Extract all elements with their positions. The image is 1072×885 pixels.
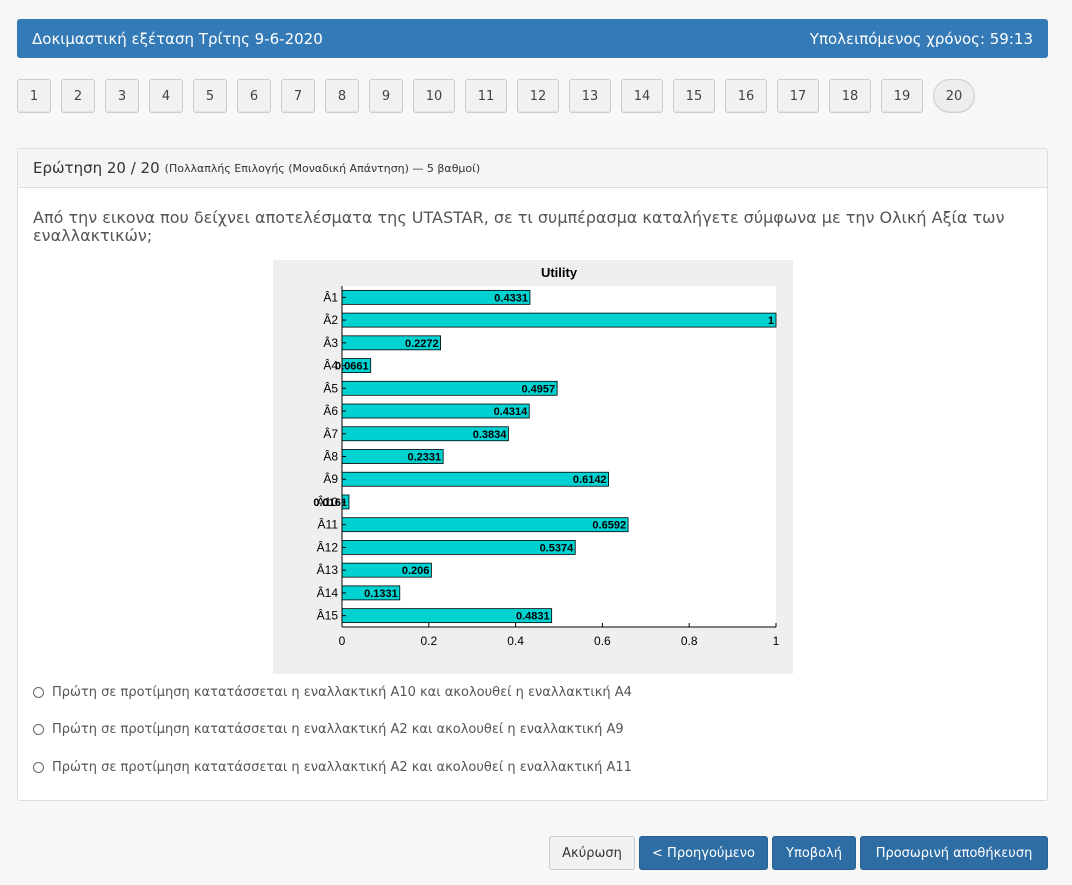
page-button-17[interactable]: 17 xyxy=(777,79,819,113)
x-tick-label: 0.4 xyxy=(507,634,524,648)
y-tick-label: Â5 xyxy=(323,380,338,395)
y-tick-label: Â10 xyxy=(317,494,339,509)
page-button-12[interactable]: 12 xyxy=(517,79,559,113)
bar-value-label: 0.4331 xyxy=(494,292,528,304)
page-button-4[interactable]: 4 xyxy=(149,79,183,113)
y-tick-label: Â14 xyxy=(317,585,339,600)
exam-header: Δοκιμαστική εξέταση Τρίτης 9-6-2020 Υπολ… xyxy=(17,19,1048,58)
question-panel: Ερώτηση 20 / 20 (Πολλαπλής Επιλογής (Μον… xyxy=(17,148,1048,801)
question-meta: (Πολλαπλής Επιλογής (Μοναδική Απάντηση) … xyxy=(164,161,481,175)
previous-button[interactable]: < Προηγούμενο xyxy=(639,836,768,870)
x-tick-label: 1 xyxy=(773,634,780,648)
bar-value-label: 0.1331 xyxy=(364,588,398,600)
bar-value-label: 0.5374 xyxy=(540,542,575,554)
page-button-10[interactable]: 10 xyxy=(413,79,455,113)
question-header: Ερώτηση 20 / 20 (Πολλαπλής Επιλογής (Μον… xyxy=(18,149,1047,188)
bar-value-label: 0.4957 xyxy=(521,383,555,395)
bar xyxy=(341,471,609,487)
page-button-9[interactable]: 9 xyxy=(369,79,403,113)
bar-value-label: 0.0161 xyxy=(313,497,347,509)
bar-value-label: 0.4314 xyxy=(494,406,529,418)
y-tick-label: Â15 xyxy=(317,608,339,623)
page-button-15[interactable]: 15 xyxy=(673,79,715,113)
bar xyxy=(341,517,629,533)
bar-value-label: 0.2272 xyxy=(405,338,439,350)
x-tick-label: 0.6 xyxy=(594,634,611,648)
y-tick-label: Â3 xyxy=(323,335,338,350)
radio-button[interactable] xyxy=(33,761,44,773)
bar-value-label: 0.0661 xyxy=(335,361,369,373)
bar-value-label: 0.3834 xyxy=(473,429,508,441)
answer-option-3[interactable]: Πρώτη σε προτίμηση κατατάσσεται η εναλλα… xyxy=(33,757,632,777)
page-button-3[interactable]: 3 xyxy=(105,79,139,113)
y-tick-label: Â8 xyxy=(323,449,338,464)
submit-button[interactable]: Υποβολή xyxy=(772,836,856,870)
x-tick-label: 0 xyxy=(339,634,346,648)
utility-chart: Utility Â1 0.4331 Â2 1 Â3 0.2272 Â4 0.0661 Â5 0.49… xyxy=(273,260,793,674)
cancel-button[interactable]: Ακύρωση xyxy=(549,836,635,870)
answer-option-1[interactable]: Πρώτη σε προτίμηση κατατάσσεται η εναλλα… xyxy=(33,682,632,702)
bar-value-label: 0.2331 xyxy=(408,452,442,464)
bar-value-label: 0.206 xyxy=(402,565,430,577)
y-tick-label: Â6 xyxy=(323,403,338,418)
page-button-7[interactable]: 7 xyxy=(281,79,315,113)
page-button-18[interactable]: 18 xyxy=(829,79,871,113)
page-button-20[interactable]: 20 xyxy=(933,79,975,113)
radio-button[interactable] xyxy=(33,723,44,735)
utility-chart-svg: Utility Â1 0.4331 Â2 1 Â3 0.2272 Â40.0661 Â5 0.49… xyxy=(313,265,780,648)
page-button-13[interactable]: 13 xyxy=(569,79,611,113)
exam-title: Δοκιμαστική εξέταση Τρίτης 9-6-2020 xyxy=(32,29,323,48)
bar xyxy=(341,312,777,328)
page-button-6[interactable]: 6 xyxy=(237,79,271,113)
chart-title: Utility xyxy=(541,265,578,280)
page-button-19[interactable]: 19 xyxy=(881,79,923,113)
page-button-1[interactable]: 1 xyxy=(17,79,51,113)
y-tick-label: Â12 xyxy=(317,539,339,554)
page-button-2[interactable]: 2 xyxy=(61,79,95,113)
answer-option-2[interactable]: Πρώτη σε προτίμηση κατατάσσεται η εναλλα… xyxy=(33,719,624,739)
page-button-5[interactable]: 5 xyxy=(193,79,227,113)
time-remaining: Υπολειπόμενος χρόνος: 59:13 xyxy=(809,29,1033,48)
answer-option-label: Πρώτη σε προτίμηση κατατάσσεται η εναλλα… xyxy=(52,721,624,737)
page-button-11[interactable]: 11 xyxy=(465,79,507,113)
page-button-14[interactable]: 14 xyxy=(621,79,663,113)
y-tick-label: Â13 xyxy=(317,562,339,577)
y-tick-label: Â7 xyxy=(323,426,338,441)
radio-button[interactable] xyxy=(33,686,44,698)
answer-option-label: Πρώτη σε προτίμηση κατατάσσεται η εναλλα… xyxy=(52,684,632,700)
question-number: Ερώτηση 20 / 20 xyxy=(33,159,160,177)
bar-value-label: 0.6592 xyxy=(592,520,626,532)
y-tick-label: Â4 xyxy=(323,358,338,373)
x-tick-label: 0.8 xyxy=(681,634,698,648)
question-text: Από την εικονα που δείχνει αποτελέσματα … xyxy=(33,208,1005,245)
y-tick-label: Â11 xyxy=(318,517,339,532)
bar-value-label: 0.6142 xyxy=(573,474,607,486)
save-draft-button[interactable]: Προσωρινή αποθήκευση xyxy=(860,836,1048,870)
page-button-16[interactable]: 16 xyxy=(725,79,767,113)
x-tick-label: 0.2 xyxy=(420,634,437,648)
bar-value-label: 0.4831 xyxy=(516,611,550,623)
y-tick-label: Â1 xyxy=(323,289,338,304)
y-tick-label: Â9 xyxy=(323,471,338,486)
y-tick-label: Â2 xyxy=(323,312,338,327)
page-button-8[interactable]: 8 xyxy=(325,79,359,113)
answer-option-label: Πρώτη σε προτίμηση κατατάσσεται η εναλλα… xyxy=(52,759,632,775)
bar-value-label: 1 xyxy=(768,315,774,327)
